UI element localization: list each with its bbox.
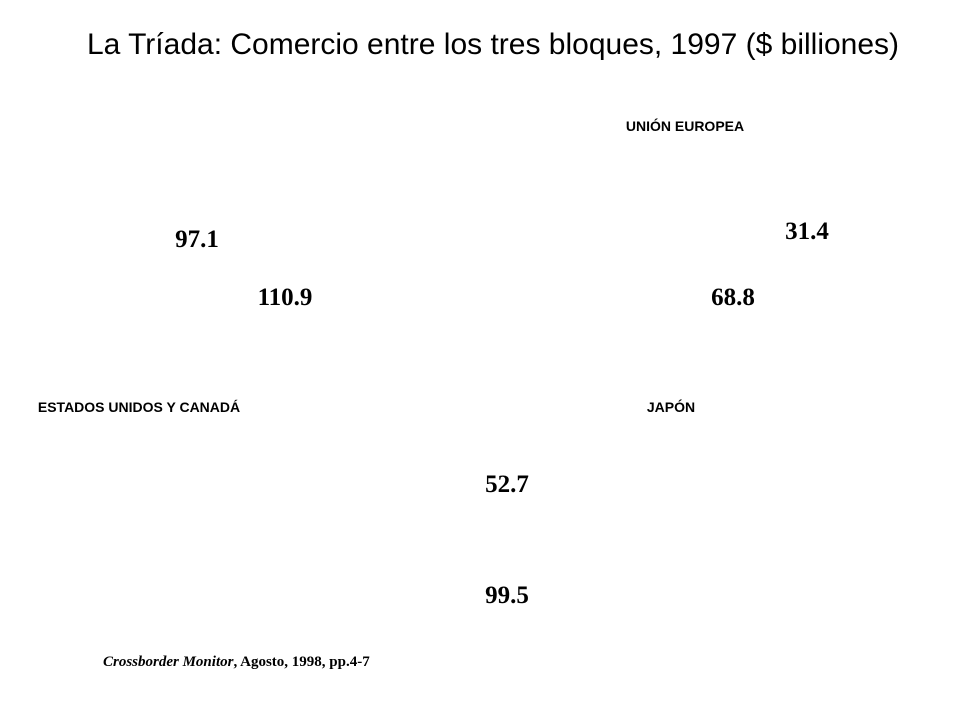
region-label: ESTADOS UNIDOS Y CANADÁ xyxy=(37,399,241,415)
flow-value: 97.1 xyxy=(175,226,219,253)
flow-value: 110.9 xyxy=(257,284,313,311)
flow-value: 99.5 xyxy=(485,582,529,609)
region-label: JAPÓN xyxy=(646,399,696,415)
flow-value: 52.7 xyxy=(485,471,529,498)
region-label: UNIÓN EUROPEA xyxy=(625,118,745,134)
source: Crossborder Monitor, Agosto, 1998, pp.4-… xyxy=(103,654,370,671)
source-details: , Agosto, 1998, pp.4-7 xyxy=(233,654,370,670)
flow-value: 68.8 xyxy=(711,284,755,311)
flow-value: 31.4 xyxy=(785,218,829,245)
source-publication: Crossborder Monitor xyxy=(103,654,234,670)
title: La Tríada: Comercio entre los tres bloqu… xyxy=(86,28,900,61)
